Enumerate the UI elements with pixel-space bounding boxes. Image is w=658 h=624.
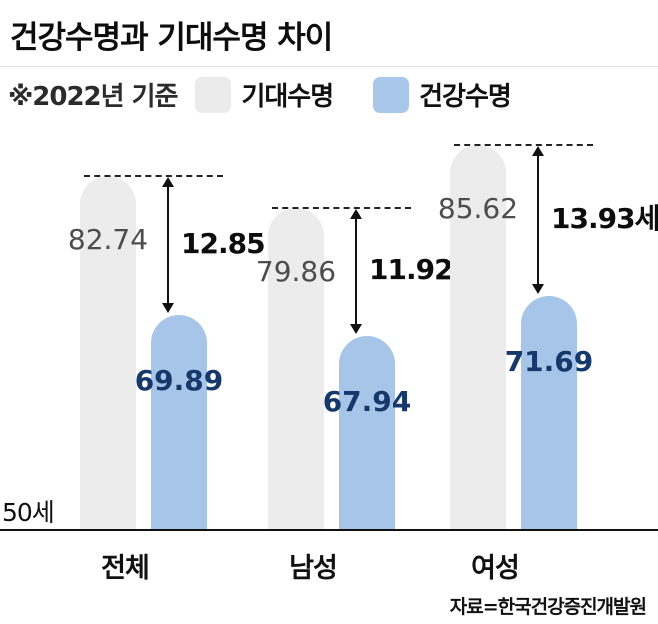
legend-label-healthy-life: 건강수명 — [419, 82, 512, 112]
life-expectancy-value: 85.62 — [437, 192, 519, 226]
source-credit: 자료=한국건강증진개발원 — [449, 596, 647, 618]
life-expectancy-value: 79.86 — [255, 254, 337, 288]
life-expectancy-bar — [80, 176, 136, 530]
legend-label-life-expectancy: 기대수명 — [241, 82, 334, 112]
difference-label: 12.85 — [181, 226, 266, 260]
title-divider — [0, 66, 658, 67]
legend-swatch-life-expectancy — [195, 76, 232, 113]
healthy-life-value: 71.69 — [504, 344, 594, 378]
chart-legend: ※2022년 기준 기대수명 건강수명 — [8, 76, 512, 113]
healthy-life-bar — [151, 315, 207, 530]
healthy-life-value: 69.89 — [134, 364, 224, 398]
category-label-female: 여성 — [471, 553, 520, 584]
life-expectancy-bar — [268, 207, 324, 530]
life-expectancy-value: 82.74 — [67, 223, 149, 257]
difference-arrow-icon — [532, 146, 544, 295]
baseline-label: 50세 — [2, 498, 55, 527]
category-label-male: 남성 — [289, 553, 338, 584]
life-expectancy-bar — [450, 145, 506, 530]
difference-dashed-line — [84, 175, 223, 178]
healthy-life-value: 67.94 — [322, 385, 412, 419]
category-label-total: 전체 — [101, 553, 150, 584]
healthy-life-bar — [339, 336, 395, 530]
difference-dashed-line — [272, 206, 411, 209]
difference-arrow-icon — [162, 177, 174, 313]
healthy-life-bar — [521, 295, 577, 530]
difference-arrow-icon — [350, 208, 362, 334]
difference-dashed-line — [454, 144, 593, 147]
legend-note: ※2022년 기준 — [8, 82, 178, 112]
difference-label: 11.92 — [369, 252, 454, 286]
difference-label: 13.93세 — [551, 201, 658, 235]
legend-swatch-healthy-life — [373, 76, 410, 113]
page-title: 건강수명과 기대수명 차이 — [10, 20, 333, 56]
baseline-axis — [0, 529, 658, 531]
